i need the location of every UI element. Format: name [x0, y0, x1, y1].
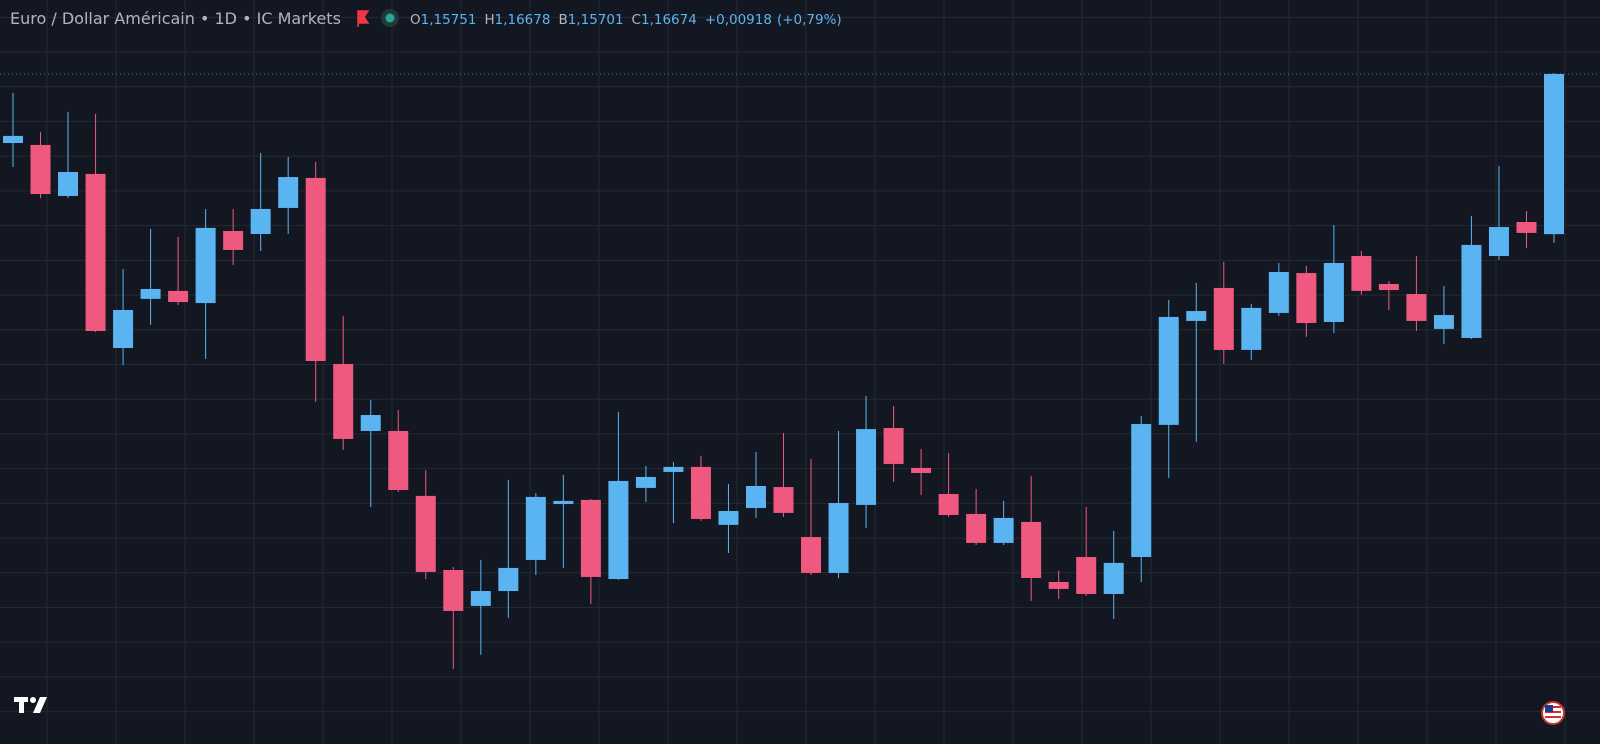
status-dot — [385, 13, 395, 23]
candle-body — [608, 480, 629, 580]
candle-body — [498, 567, 519, 592]
change-percent: (+0,79%) — [777, 12, 842, 28]
candle-body — [801, 537, 822, 573]
candle-body — [278, 177, 299, 208]
candle-body — [443, 570, 464, 611]
readout-value: 1,15751 — [421, 12, 477, 28]
flag-icon — [357, 10, 370, 27]
readout-key: H — [484, 12, 494, 28]
candle-body — [580, 499, 601, 577]
candle-body — [745, 486, 766, 509]
candle-body — [305, 177, 326, 362]
candle-body — [1351, 256, 1372, 291]
candle-body — [30, 144, 51, 195]
logo-part — [19, 697, 24, 713]
candle-body — [1378, 283, 1399, 291]
candle-body — [553, 500, 574, 505]
candle-body — [250, 208, 271, 234]
candle-body — [718, 510, 739, 525]
candle-body — [1186, 311, 1207, 321]
candle-body — [690, 466, 711, 519]
candle-body — [85, 173, 106, 332]
readout-value: 1,16678 — [495, 12, 551, 28]
candle-body — [1268, 271, 1289, 313]
candle-body — [1488, 227, 1509, 257]
candle-body — [1516, 221, 1537, 233]
candle-body — [195, 227, 216, 304]
candle-body — [1241, 307, 1262, 350]
candle-body — [966, 513, 987, 543]
candle-body — [1433, 315, 1454, 329]
candle-body — [1158, 316, 1179, 425]
candle-body — [223, 231, 244, 250]
candle-body — [856, 429, 877, 505]
candle-body — [635, 476, 656, 488]
candle-body — [1103, 562, 1124, 594]
readout-key: B — [558, 12, 567, 28]
candles — [0, 73, 1600, 669]
candle-body — [1406, 294, 1427, 321]
candle-body — [525, 496, 546, 560]
change: +0,00918 — [705, 12, 772, 28]
candle-body — [1213, 287, 1234, 350]
candle-body — [3, 135, 23, 144]
candle-body — [883, 428, 904, 464]
candle-body — [1461, 244, 1482, 338]
us-flag-badge — [1541, 701, 1565, 725]
candle-body — [1131, 424, 1152, 557]
candle-body — [993, 517, 1014, 543]
candle-body — [1544, 73, 1564, 235]
candle-body — [113, 309, 134, 349]
candle-body — [773, 487, 794, 513]
logo-part — [30, 697, 36, 703]
ohlc-readout: O1,15751 H1,16678 B1,15701 C1,16674 +0,00918… — [410, 12, 842, 28]
candle-body — [415, 495, 436, 572]
header: Euro / Dollar Américain • 1D • IC Market… — [10, 9, 842, 28]
candle-body — [1296, 273, 1317, 324]
logo-part — [33, 697, 47, 713]
candle-body — [1048, 581, 1069, 589]
candle-body — [140, 288, 161, 299]
candle-body — [388, 430, 409, 490]
candle-body — [1076, 556, 1097, 594]
badge-canton — [1545, 705, 1553, 712]
readout-value: 1,16674 — [641, 12, 697, 28]
candle-body — [828, 503, 849, 573]
readout-key: C — [632, 12, 641, 28]
readout-value: 1,15701 — [568, 12, 624, 28]
candle-body — [1323, 262, 1344, 322]
candle-body — [168, 290, 189, 303]
candle-body — [470, 591, 491, 606]
readout-key: O — [410, 12, 421, 28]
tv-logo — [14, 697, 47, 713]
candle-body — [663, 466, 684, 472]
candle-body — [911, 467, 932, 473]
candle-body — [58, 172, 79, 196]
chart-title: Euro / Dollar Américain • 1D • IC Market… — [10, 9, 341, 28]
candle-body — [333, 363, 354, 439]
candle-body — [360, 415, 381, 431]
badge-stripe — [1545, 716, 1561, 718]
candle-body — [1021, 521, 1042, 578]
candle-body — [938, 493, 959, 515]
